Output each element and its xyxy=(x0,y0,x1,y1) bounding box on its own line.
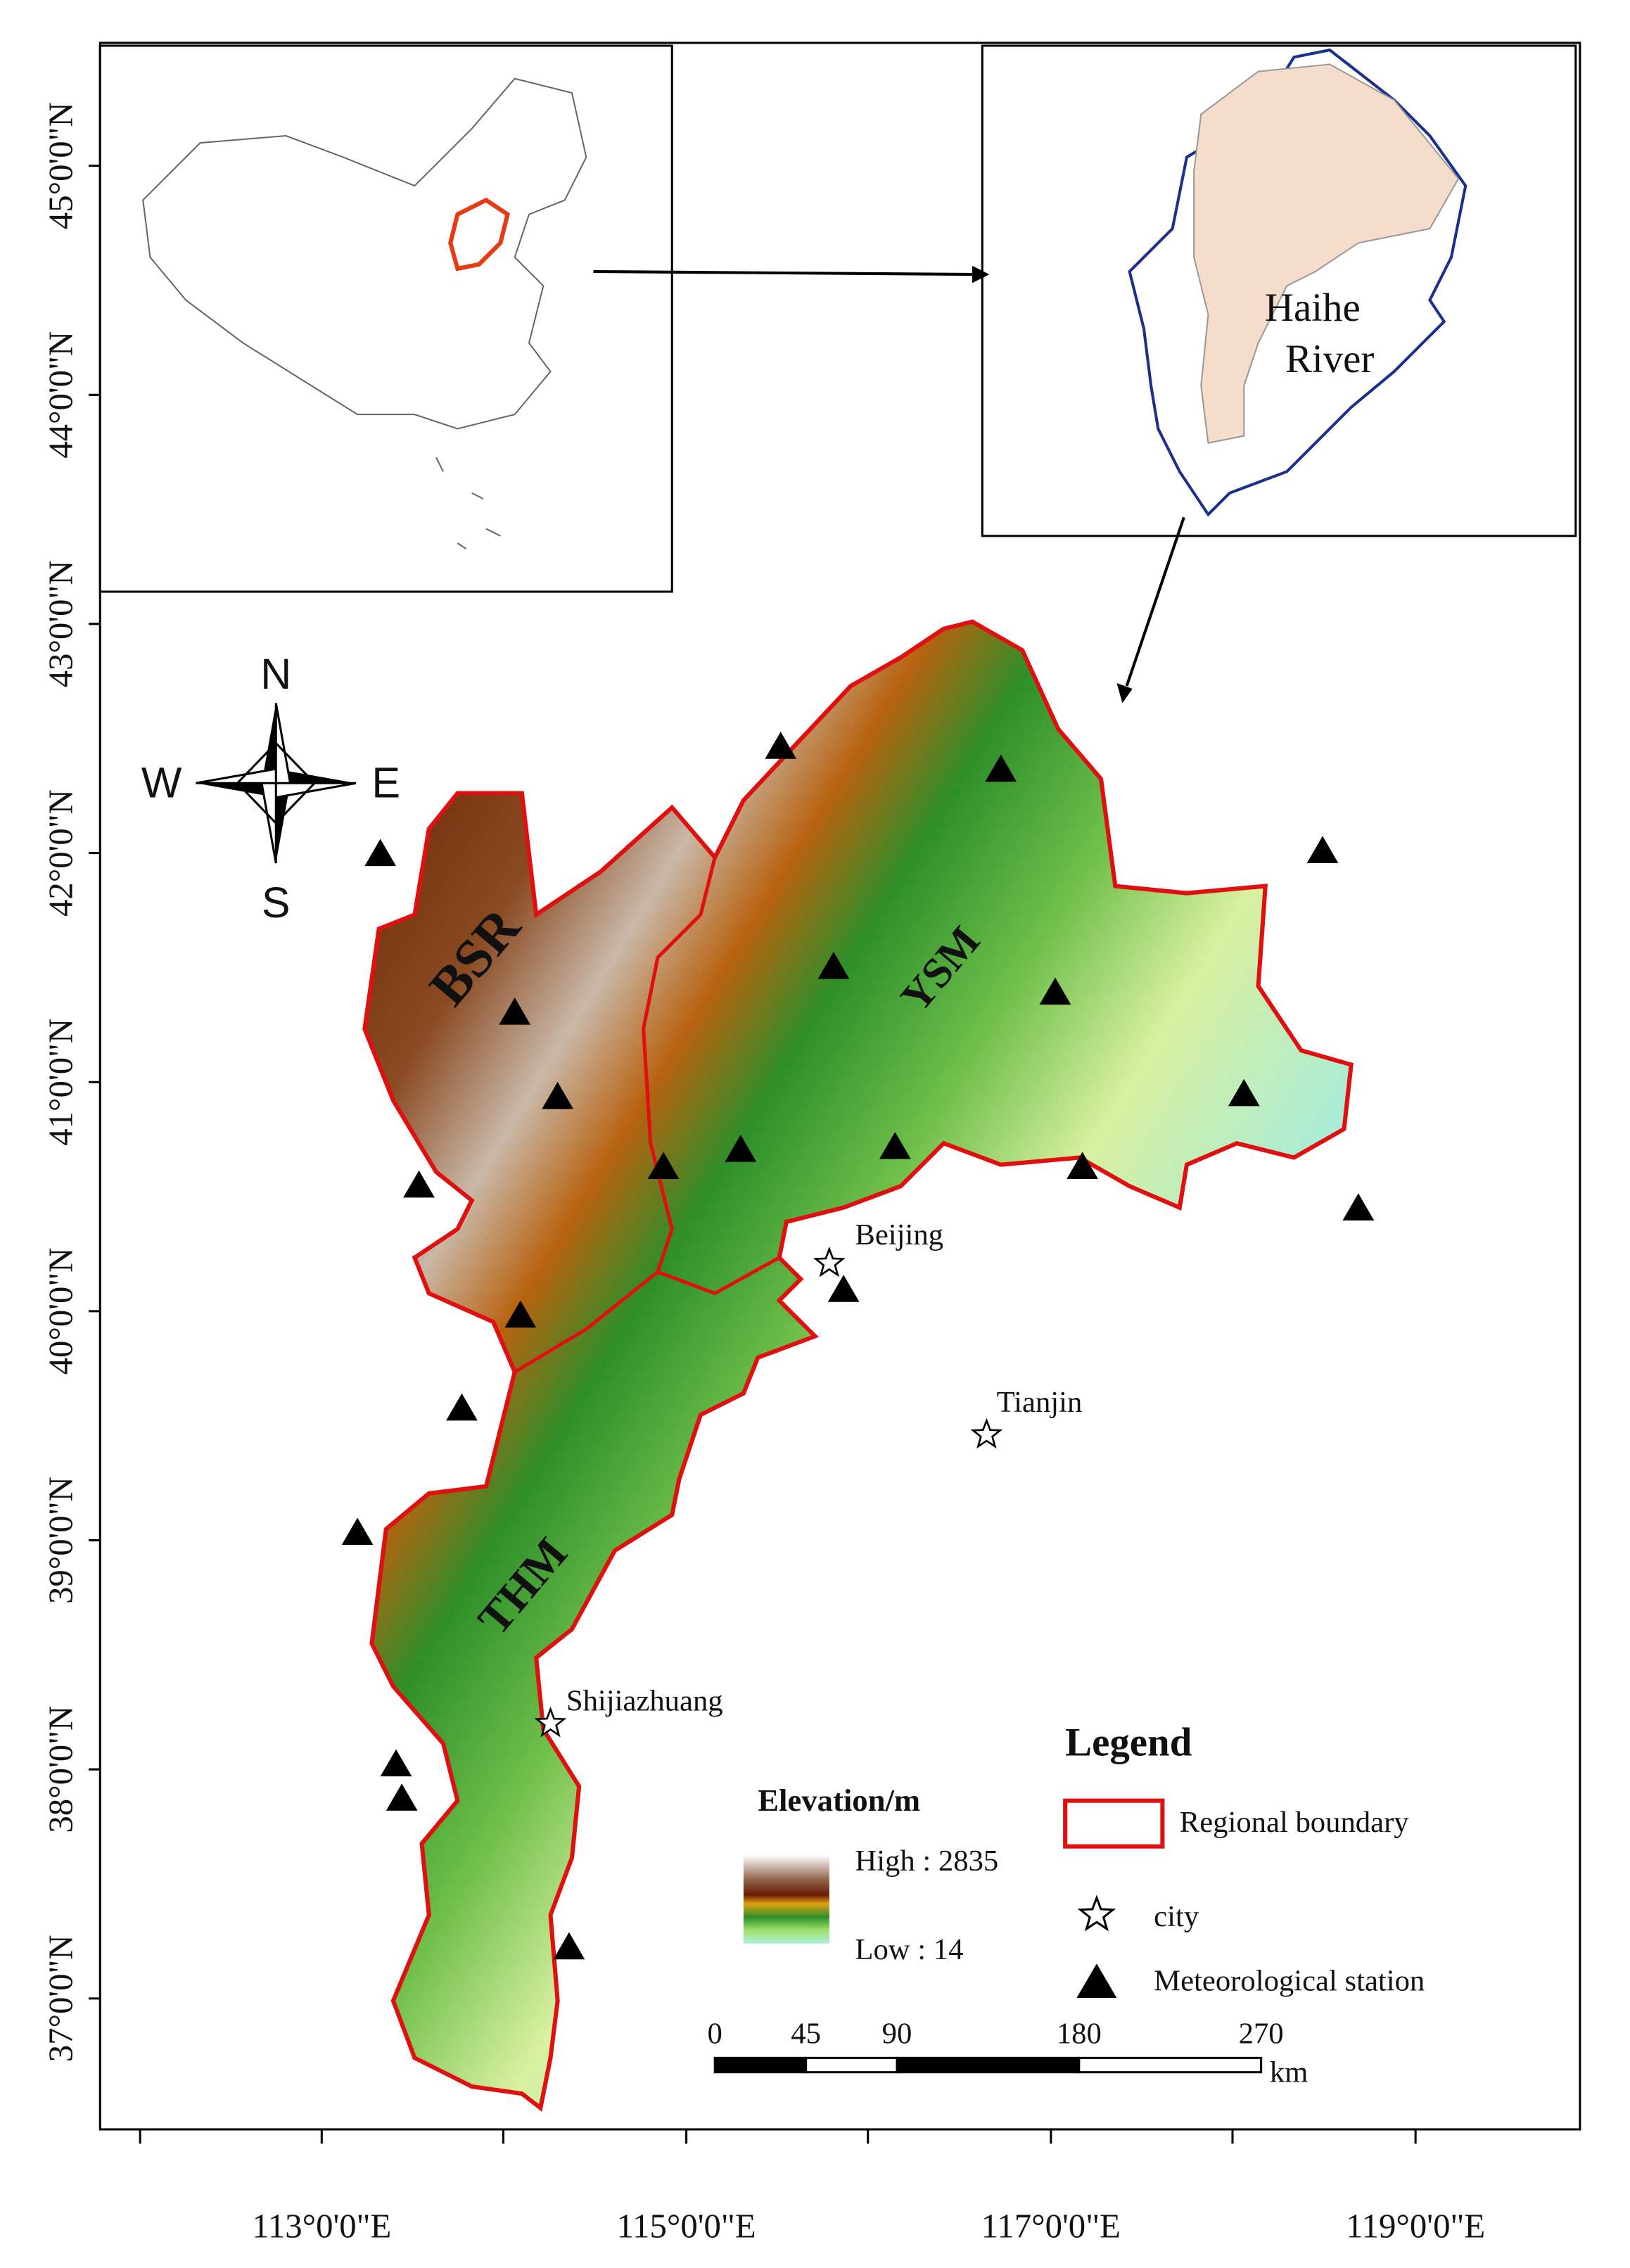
region-boundary xyxy=(657,1256,780,1296)
scale-label: 180 xyxy=(1057,2018,1102,2051)
lat-label: 42°0'0"N xyxy=(42,789,80,917)
city-marker xyxy=(534,1706,567,1738)
legend-city-swatch xyxy=(1077,1894,1116,1932)
station xyxy=(879,1131,911,1159)
lon-label: 115°0'0"E xyxy=(617,2207,756,2245)
station xyxy=(817,951,850,979)
compass-label: S xyxy=(262,879,291,926)
scale-segment xyxy=(713,2056,808,2074)
study-area-inset xyxy=(1193,63,1460,444)
scale-label: 45 xyxy=(791,2018,821,2051)
station xyxy=(553,1932,585,1960)
compass-label: W xyxy=(141,758,182,806)
lat-label: 44°0'0"N xyxy=(42,331,80,459)
lon-label: 119°0'0"E xyxy=(1346,2207,1485,2245)
elevation-high: High : 2835 xyxy=(855,1845,998,1878)
arrow xyxy=(593,269,976,276)
scale-unit: km xyxy=(1270,2056,1309,2089)
scale-segment xyxy=(805,2056,898,2074)
islands xyxy=(435,457,501,549)
station xyxy=(341,1517,374,1546)
lat-label: 43°0'0"N xyxy=(42,561,80,688)
scale-segment xyxy=(1078,2056,1263,2074)
cities: Beijing Tianjin Shijiazhuang xyxy=(534,1218,1083,1738)
compass-label: N xyxy=(260,650,291,698)
station xyxy=(364,839,396,867)
station xyxy=(386,1783,418,1811)
station xyxy=(827,1275,860,1302)
elevation-low: Low : 14 xyxy=(855,1933,963,1966)
city-label: Tianjin xyxy=(997,1386,1083,1419)
compass-rose xyxy=(236,741,317,825)
river-label: River xyxy=(1285,337,1374,381)
scale-label: 270 xyxy=(1239,2018,1284,2051)
city-marker xyxy=(813,1246,846,1278)
compass-rose xyxy=(196,703,357,864)
scale-label: 0 xyxy=(708,2018,722,2051)
lat-label: 38°0'0"N xyxy=(42,1706,80,1833)
station xyxy=(985,754,1017,782)
legend-title: Legend xyxy=(1065,1721,1192,1765)
legend-boundary-swatch xyxy=(1063,1798,1165,1849)
station xyxy=(1066,1152,1098,1179)
city-label: Beijing xyxy=(855,1218,943,1251)
elevation-ramp xyxy=(743,1854,829,1944)
station xyxy=(446,1393,478,1421)
river-label: Haihe xyxy=(1265,286,1361,330)
station xyxy=(765,732,797,759)
legend-station-swatch xyxy=(1076,1963,1117,1999)
station xyxy=(542,1081,574,1109)
stations xyxy=(341,732,1375,1960)
lat-label: 39°0'0"N xyxy=(42,1477,80,1604)
arrow xyxy=(1125,516,1185,687)
scale-segment xyxy=(896,2056,1081,2074)
station xyxy=(725,1135,757,1162)
china-outline xyxy=(142,77,587,430)
station xyxy=(647,1152,680,1179)
lon-label: 113°0'0"E xyxy=(252,2207,391,2245)
station xyxy=(403,1170,435,1198)
lat-label: 40°0'0"N xyxy=(42,1247,80,1375)
compass xyxy=(196,703,357,864)
legend-item: Regional boundary xyxy=(1180,1806,1410,1839)
station xyxy=(499,997,531,1025)
compass-label: E xyxy=(371,758,400,806)
graticule: 45°0'0"N 44°0'0"N 43°0'0"N 42°0'0"N 41°0'0"N… xyxy=(42,102,1486,2245)
station xyxy=(1039,977,1071,1005)
scale-label: 90 xyxy=(882,2018,912,2051)
station xyxy=(1306,836,1339,864)
station xyxy=(504,1300,537,1328)
lat-label: 45°0'0"N xyxy=(42,102,80,229)
haihe-location xyxy=(448,197,511,272)
arrow-head xyxy=(1116,683,1133,703)
elevation-title: Elevation/m xyxy=(758,1783,920,1818)
arrow-head xyxy=(972,265,990,284)
region-boundary xyxy=(514,857,717,1374)
station xyxy=(380,1749,412,1777)
station xyxy=(1342,1193,1375,1221)
station xyxy=(1228,1078,1260,1107)
study-area xyxy=(362,619,1354,2112)
legend-item: Meteorological station xyxy=(1154,1965,1425,1998)
scale-bar: 0 45 90 180 270 km xyxy=(708,2018,1309,2089)
lat-label: 41°0'0"N xyxy=(42,1019,80,1146)
city-label: Shijiazhuang xyxy=(566,1684,723,1717)
legend-item: city xyxy=(1154,1900,1199,1933)
lat-label: 37°0'0"N xyxy=(42,1935,80,2062)
city-marker xyxy=(970,1418,1003,1449)
lon-label: 117°0'0"E xyxy=(981,2207,1121,2245)
